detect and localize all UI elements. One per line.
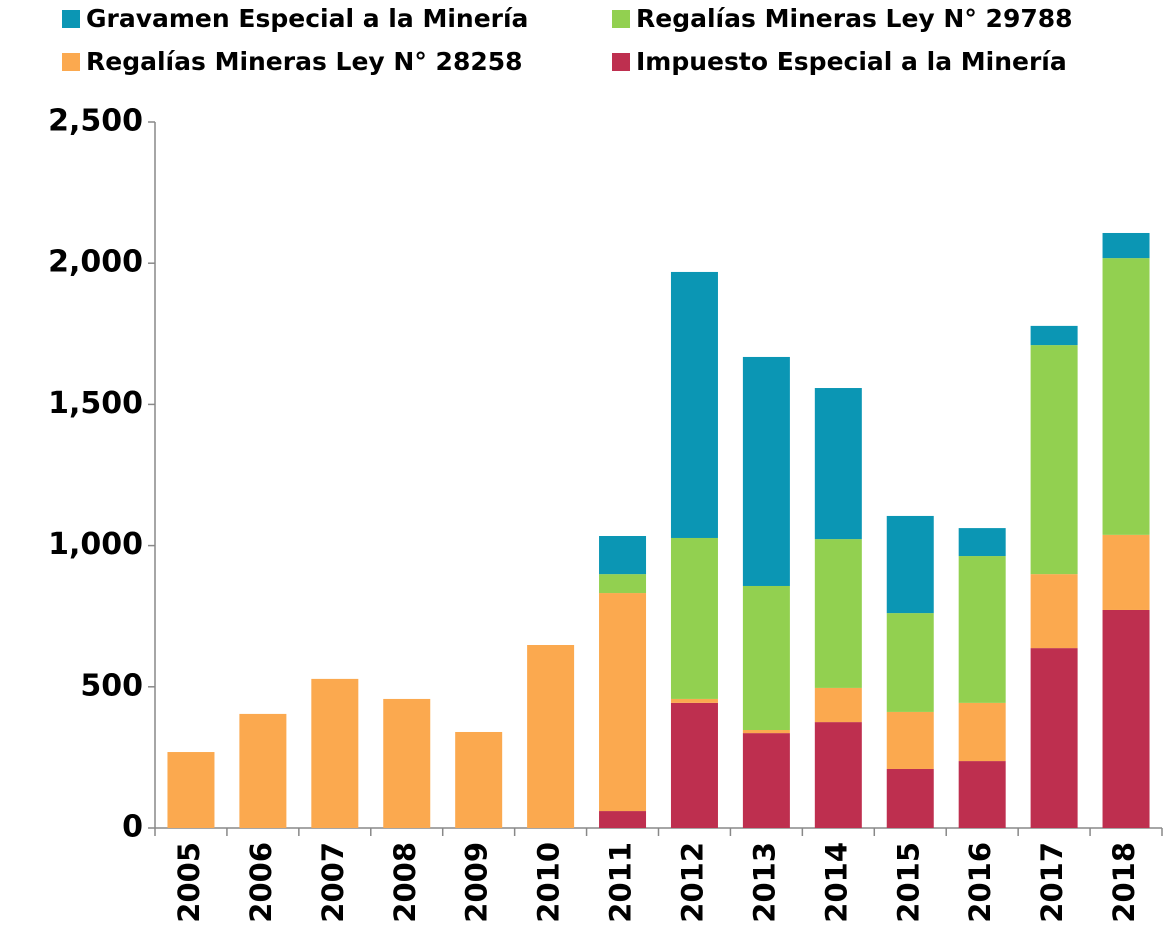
bar-segment — [455, 731, 503, 828]
x-tick-label: 2016 — [963, 842, 997, 923]
bar-segment — [814, 388, 862, 540]
x-tick-label: 2017 — [1035, 842, 1069, 923]
bar-segment — [742, 585, 790, 731]
x-tick-label: 2011 — [604, 842, 638, 923]
bar-segment — [958, 528, 1006, 557]
y-tick-label: 1,000 — [48, 527, 143, 562]
bar-segment — [1030, 648, 1078, 828]
y-tick-label: 0 — [122, 810, 143, 845]
y-tick-label: 2,000 — [48, 245, 143, 280]
x-tick-label: 2015 — [891, 842, 925, 923]
x-tick-label: 2014 — [819, 842, 853, 923]
bar-segment — [886, 613, 934, 712]
bar-segment — [670, 698, 718, 703]
bar-segment — [239, 713, 287, 828]
bar-segment — [958, 556, 1006, 703]
legend-label: Regalías Mineras Ley N° 28258 — [86, 47, 523, 76]
bar-segment — [670, 702, 718, 828]
legend-label: Regalías Mineras Ley N° 29788 — [636, 4, 1073, 33]
y-tick-label: 500 — [80, 668, 143, 703]
bar-segment — [1030, 574, 1078, 649]
bar-segment — [886, 768, 934, 828]
legend-swatch — [62, 10, 80, 28]
x-tick-label: 2007 — [316, 842, 350, 923]
bar-segment — [383, 698, 431, 828]
legend-swatch — [62, 53, 80, 71]
bar-segment — [742, 356, 790, 586]
bar-segment — [599, 593, 647, 812]
bar-segment — [814, 687, 862, 723]
x-tick-label: 2010 — [532, 842, 566, 923]
bar-segment — [742, 733, 790, 828]
bar-segment — [1030, 345, 1078, 575]
x-tick-label: 2006 — [244, 842, 278, 923]
bar-segment — [814, 539, 862, 688]
legend-label: Impuesto Especial a la Minería — [636, 47, 1067, 76]
bar-segment — [742, 730, 790, 734]
bar-segment — [1102, 534, 1150, 610]
bar-segment — [1102, 232, 1150, 259]
bar-segment — [1030, 325, 1078, 346]
x-tick-label: 2005 — [172, 842, 206, 923]
bar-segment — [167, 752, 215, 828]
bar-segment — [599, 811, 647, 828]
x-tick-label: 2009 — [460, 842, 494, 923]
x-tick-label: 2018 — [1107, 842, 1141, 923]
legend-swatch — [612, 10, 630, 28]
y-tick-label: 2,500 — [48, 104, 143, 139]
bar-segment — [958, 702, 1006, 762]
bar-segment — [599, 535, 647, 575]
bar-segment — [958, 761, 1006, 828]
bar-segment — [886, 711, 934, 769]
bar-segment — [886, 515, 934, 614]
bar-segment — [670, 537, 718, 699]
bar-segment — [1102, 609, 1150, 828]
bar-segment — [311, 678, 359, 828]
x-tick-label: 2012 — [675, 842, 709, 923]
x-tick-label: 2008 — [388, 842, 422, 923]
bar-segment — [599, 574, 647, 594]
bar-segment — [1102, 258, 1150, 535]
legend-label: Gravamen Especial a la Minería — [86, 4, 528, 33]
bar-segment — [670, 271, 718, 538]
bar-segment — [814, 722, 862, 828]
y-tick-label: 1,500 — [48, 386, 143, 421]
bar-segment — [527, 645, 575, 828]
x-tick-label: 2013 — [747, 842, 781, 923]
legend-swatch — [612, 53, 630, 71]
